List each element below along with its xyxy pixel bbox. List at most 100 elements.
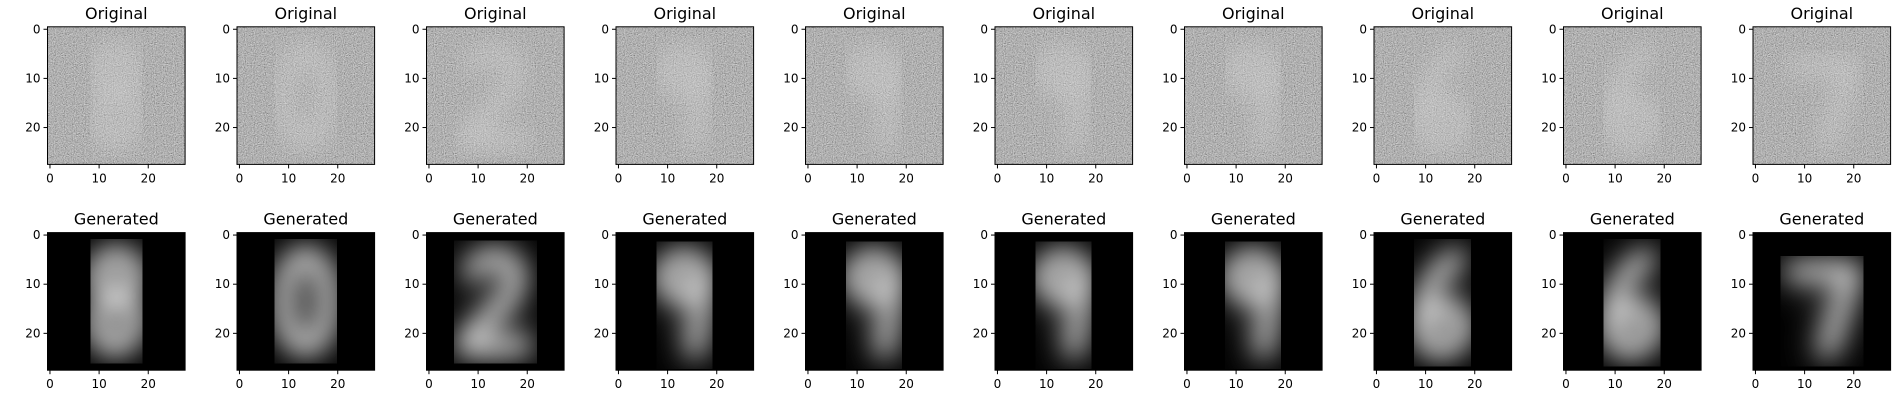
y-tick-label: 20 — [404, 326, 419, 340]
x-tick-label: 20 — [141, 377, 156, 391]
frame — [1563, 232, 1702, 371]
panel-title: Generated — [1211, 210, 1296, 229]
frame — [994, 26, 1134, 165]
y-tick-label: 0 — [1549, 22, 1557, 36]
y-tick-label: 20 — [1162, 326, 1177, 340]
image — [616, 232, 754, 371]
x-tick-label: 10 — [1039, 377, 1054, 391]
x-tick-label: 10 — [281, 171, 296, 185]
y-tick-label: 20 — [783, 326, 798, 340]
y-tick-label: 0 — [222, 228, 230, 242]
frame — [1373, 232, 1513, 371]
image — [237, 232, 375, 371]
x-tick-label: 20 — [1657, 171, 1672, 185]
x-tick-label: 0 — [1562, 171, 1570, 185]
panel-title: Generated — [453, 210, 538, 229]
x-tick-label: 20 — [1467, 171, 1482, 185]
x-tick-label: 10 — [1418, 171, 1433, 185]
panel-title: Generated — [1590, 210, 1675, 229]
panel: Original 0 10 20 0 10 20 — [783, 4, 944, 185]
y-tick-label: 10 — [1541, 277, 1556, 291]
x-tick-label: 10 — [1418, 377, 1433, 391]
panel-title: Original — [274, 4, 337, 23]
frame — [47, 26, 186, 165]
frame — [47, 232, 186, 371]
panel: Original 0 10 20 0 10 20 — [1352, 4, 1513, 185]
x-tick-label: 0 — [1373, 377, 1381, 391]
image — [47, 26, 186, 165]
y-tick-label: 10 — [973, 277, 988, 291]
x-tick-label: 20 — [330, 377, 345, 391]
image — [805, 232, 944, 371]
y-tick-label: 10 — [215, 277, 230, 291]
x-tick-label: 0 — [804, 377, 812, 391]
x-tick-label: 20 — [1278, 171, 1293, 185]
panel: Generated 0 10 20 0 10 20 — [973, 210, 1134, 391]
x-tick-label: 10 — [1228, 171, 1243, 185]
y-tick-label: 0 — [980, 22, 988, 36]
y-tick-label: 0 — [980, 228, 988, 242]
panel: Generated 0 10 20 0 10 20 — [25, 210, 186, 391]
y-tick-label: 20 — [215, 326, 230, 340]
x-tick-label: 10 — [1039, 171, 1054, 185]
y-tick-label: 10 — [1731, 277, 1746, 291]
image — [995, 26, 1133, 165]
panel: Generated 0 10 20 0 10 20 — [404, 210, 565, 391]
x-tick-label: 20 — [330, 171, 345, 185]
y-tick-label: 20 — [1541, 121, 1556, 135]
x-tick-label: 10 — [1228, 377, 1243, 391]
image — [1374, 26, 1512, 165]
x-tick-label: 10 — [660, 377, 675, 391]
frame — [805, 26, 944, 165]
frame — [1563, 26, 1702, 165]
frame — [1373, 26, 1513, 165]
y-tick-label: 20 — [1352, 326, 1367, 340]
y-tick-label: 10 — [1731, 71, 1746, 85]
x-tick-label: 0 — [236, 377, 244, 391]
y-tick-label: 0 — [791, 228, 799, 242]
y-tick-label: 10 — [1352, 277, 1367, 291]
panel-title: Generated — [832, 210, 917, 229]
x-tick-label: 0 — [1752, 377, 1760, 391]
y-tick-label: 0 — [33, 22, 41, 36]
panel-title: Original — [1032, 4, 1095, 23]
y-tick-label: 0 — [33, 228, 41, 242]
x-tick-label: 10 — [1797, 171, 1812, 185]
frame — [615, 232, 755, 371]
x-tick-label: 20 — [899, 171, 914, 185]
y-tick-label: 20 — [1731, 121, 1746, 135]
y-tick-label: 10 — [783, 277, 798, 291]
y-tick-label: 10 — [1162, 277, 1177, 291]
y-tick-label: 20 — [783, 121, 798, 135]
panel-title: Original — [1790, 4, 1853, 23]
x-tick-label: 20 — [1846, 171, 1861, 185]
image — [1563, 232, 1702, 371]
panel: Generated 0 10 20 0 10 20 — [215, 210, 376, 391]
panel: Original 0 10 20 0 10 20 — [215, 4, 376, 185]
x-tick-label: 0 — [1183, 377, 1191, 391]
x-tick-label: 10 — [1607, 171, 1622, 185]
image — [1563, 26, 1702, 165]
x-tick-label: 10 — [91, 377, 106, 391]
panel: Original 0 10 20 0 10 20 — [594, 4, 755, 185]
y-tick-label: 20 — [1731, 326, 1746, 340]
panel-title: Generated — [74, 210, 159, 229]
panel: Generated 0 10 20 0 10 20 — [783, 210, 944, 391]
image — [1374, 232, 1512, 371]
image — [1753, 232, 1891, 371]
x-tick-label: 10 — [281, 377, 296, 391]
y-tick-label: 20 — [973, 121, 988, 135]
panel: Original 0 10 20 0 10 20 — [1731, 4, 1892, 185]
frame — [236, 232, 376, 371]
y-tick-label: 20 — [404, 121, 419, 135]
y-tick-label: 0 — [1170, 22, 1178, 36]
x-tick-label: 0 — [425, 171, 433, 185]
y-tick-label: 0 — [601, 22, 609, 36]
x-tick-label: 0 — [1562, 377, 1570, 391]
y-tick-label: 10 — [973, 71, 988, 85]
panel-title: Generated — [1021, 210, 1106, 229]
x-tick-label: 0 — [46, 171, 54, 185]
frame — [426, 232, 565, 371]
x-tick-label: 10 — [1607, 377, 1622, 391]
image — [995, 232, 1133, 371]
